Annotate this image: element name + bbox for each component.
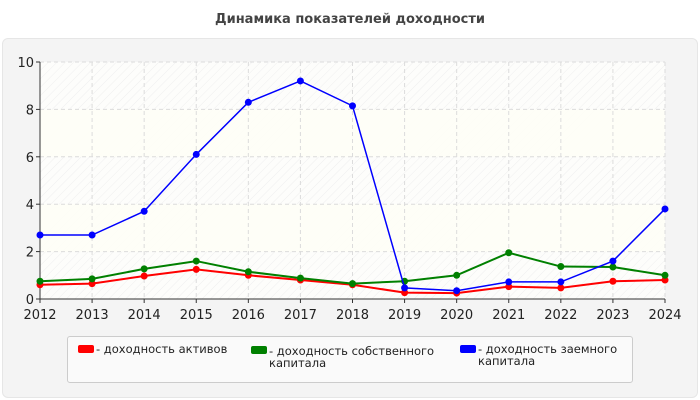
y-tick-label: 6 — [26, 151, 34, 166]
x-tick-label: 2015 — [180, 308, 213, 323]
data-point — [140, 272, 148, 280]
data-point — [609, 263, 617, 271]
x-tick-label: 2016 — [232, 308, 265, 323]
x-tick-label: 2014 — [128, 308, 161, 323]
data-point — [609, 257, 617, 265]
x-tick-label: 2013 — [76, 308, 109, 323]
x-tick-label: 2020 — [440, 308, 473, 323]
x-tick-label: 2021 — [492, 308, 525, 323]
data-point — [505, 278, 513, 286]
data-point — [609, 277, 617, 285]
y-tick-label: 4 — [26, 198, 34, 213]
data-point — [453, 271, 461, 279]
data-point — [140, 207, 148, 215]
data-point — [244, 268, 252, 276]
data-point — [88, 231, 96, 239]
data-point — [140, 265, 148, 273]
data-point — [192, 150, 200, 158]
x-tick-label: 2012 — [23, 308, 56, 323]
data-point — [192, 257, 200, 265]
legend-swatch — [460, 345, 476, 353]
legend-swatch — [251, 346, 267, 354]
y-tick-label: 0 — [26, 293, 34, 308]
legend-label: - доходность заемного капитала — [478, 342, 618, 368]
data-point — [192, 265, 200, 273]
data-point — [296, 274, 304, 282]
data-point — [557, 278, 565, 286]
y-tick-label: 8 — [26, 103, 34, 118]
legend-item-assets: - доходность активов — [78, 343, 227, 355]
data-point — [349, 102, 356, 110]
x-tick-label: 2024 — [648, 308, 681, 323]
data-point — [661, 271, 669, 279]
data-point — [296, 77, 304, 85]
data-point — [244, 98, 252, 106]
x-tick-label: 2022 — [544, 308, 577, 323]
data-point — [557, 263, 565, 271]
legend-item-debt: - доходность заемного капитала — [460, 343, 630, 367]
data-point — [36, 277, 44, 285]
data-point — [36, 231, 44, 239]
legend-swatch — [78, 345, 94, 353]
x-tick-label: 2018 — [336, 308, 369, 323]
y-tick-label: 2 — [26, 246, 34, 261]
legend-item-equity: - доходность собственного капитала — [251, 343, 451, 369]
legend: - доходность активов - доходность собств… — [67, 336, 633, 383]
data-point — [557, 284, 565, 292]
data-point — [661, 205, 669, 213]
legend-label: - доходность собственного капитала — [269, 344, 435, 370]
data-point — [349, 280, 356, 288]
x-tick-label: 2017 — [284, 308, 317, 323]
x-tick-label: 2019 — [388, 308, 421, 323]
y-tick-label: 10 — [17, 56, 34, 71]
legend-label: - доходность активов — [96, 342, 228, 356]
data-point — [88, 275, 96, 283]
x-tick-label: 2023 — [596, 308, 629, 323]
chart-title: Динамика показателей доходности — [215, 12, 485, 27]
data-point — [453, 287, 461, 295]
data-point — [505, 249, 513, 257]
data-point — [401, 284, 409, 292]
